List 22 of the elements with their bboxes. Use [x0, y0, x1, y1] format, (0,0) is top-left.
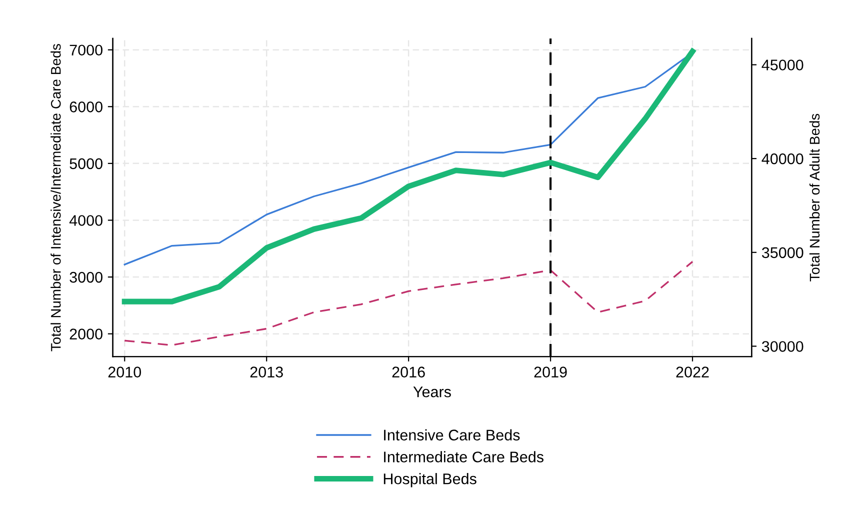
x-tick-label: 2010: [108, 366, 142, 378]
x-axis-title: Years: [413, 386, 451, 398]
y-tick-label: 4000: [69, 215, 102, 226]
x-tick-label: 2013: [250, 366, 283, 378]
y-tick-label: 7000: [70, 44, 102, 56]
x-tick-label: 2016: [392, 366, 425, 378]
y2-tick-label: 30000: [762, 341, 804, 352]
y2-tick-label: 35000: [762, 247, 804, 258]
x-tick-label: 2022: [676, 366, 709, 378]
y-tick-label: 5000: [70, 158, 102, 170]
y-tick-label: 6000: [70, 102, 102, 112]
legend-label: Intensive Care Beds: [384, 429, 520, 440]
y-tick-label: 3000: [70, 272, 102, 283]
y-tick-label: 2000: [70, 328, 102, 340]
y-axis-title: Total Number of Intensive/Intermediate Care Beds: [50, 44, 61, 352]
legend-label: Intermediate Care Beds: [384, 451, 544, 462]
y2-axis-title: Total Number of Adult Beds: [809, 114, 820, 282]
line-series: [124, 260, 694, 346]
y2-tick-label: 45000: [762, 60, 804, 70]
y2-tick-label: 40000: [762, 153, 804, 164]
legend-label: Hospital Beds: [384, 473, 476, 488]
x-tick-label: 2019: [534, 366, 567, 378]
